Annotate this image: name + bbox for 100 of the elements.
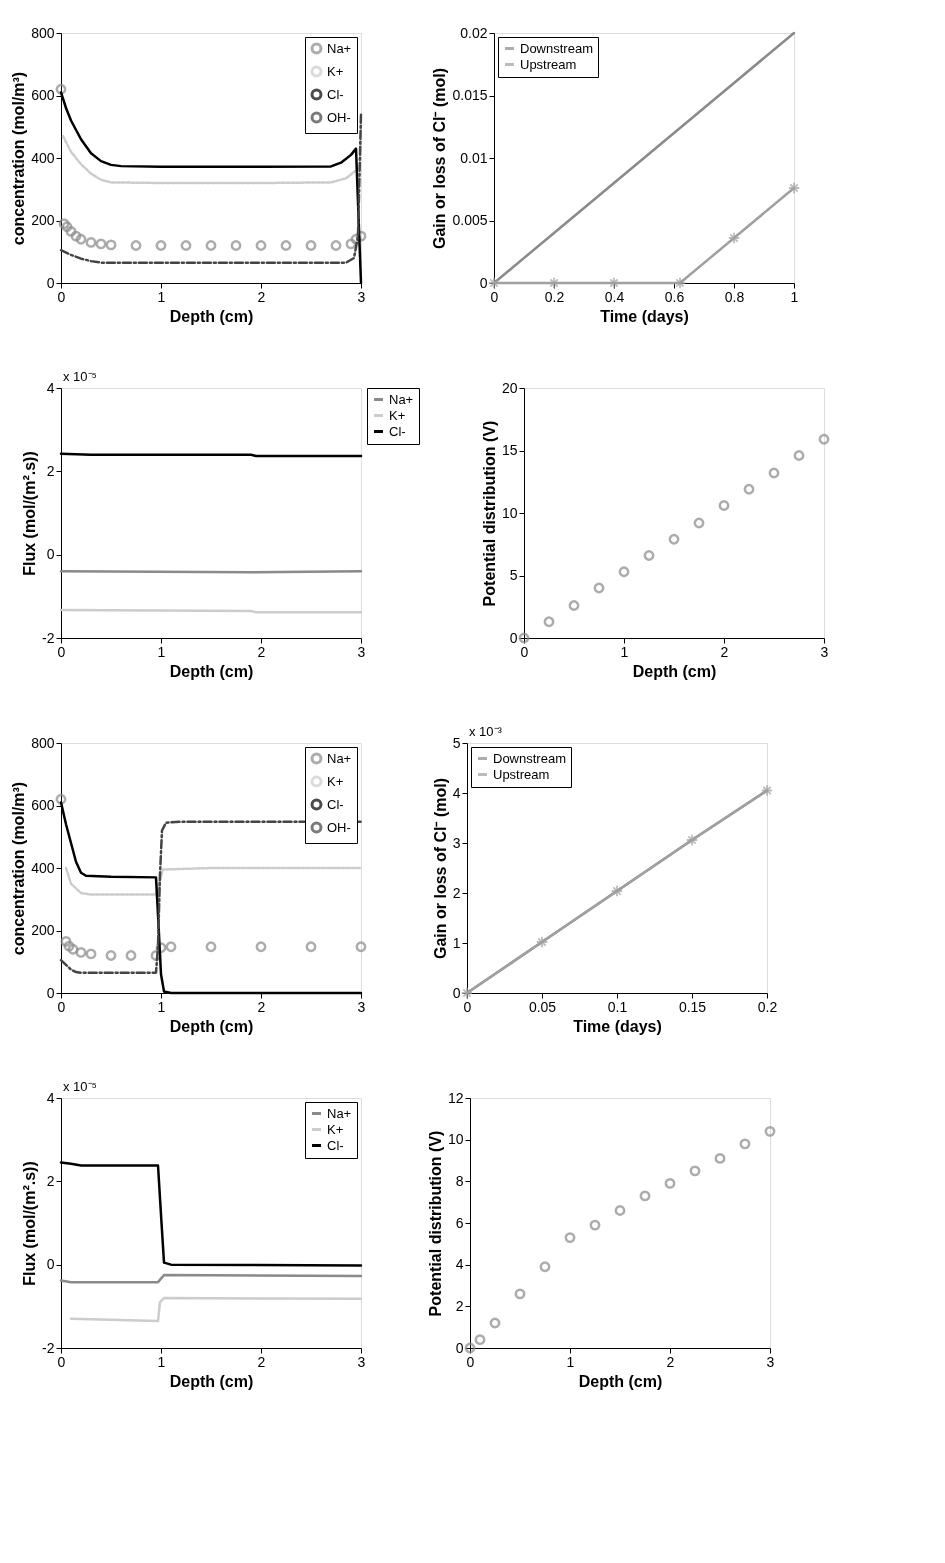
x-tick-label: 0.15: [678, 998, 707, 1015]
legend-label: K+: [389, 407, 406, 423]
x-tick-label: 2: [666, 1353, 675, 1370]
y-axis-title: Gain or loss of Cl⁻ (mol): [431, 67, 449, 250]
y-tick-label: 0: [452, 984, 461, 1001]
x-axis-title: Depth (cm): [169, 307, 254, 325]
y-axis-title: Gain or loss of Cl⁻ (mol): [431, 777, 449, 960]
legend-label: Na+: [327, 750, 352, 766]
y-tick-label: 12: [447, 1089, 464, 1106]
x-tick-label: 0.05: [528, 998, 557, 1015]
y-tick-label: 2: [455, 1297, 464, 1314]
y-axis-title: Flux (mol/(m².s)): [21, 451, 39, 576]
y-tick-label: 0.02: [460, 24, 488, 41]
y-tick-label: 1: [452, 934, 461, 951]
y-tick-label: 0: [46, 1256, 55, 1273]
y-tick-label: 5: [452, 734, 461, 751]
y-axis-title: Potential distribution (V): [480, 420, 498, 607]
x-tick-label: 0.6: [664, 288, 685, 305]
y-tick-label: 4: [46, 379, 55, 396]
x-tick-label: 1: [157, 1353, 166, 1370]
y-tick-label: 0.015: [452, 87, 488, 103]
x-tick-label: 3: [357, 288, 366, 305]
y-tick-label: -2: [42, 629, 55, 646]
y-tick-label: -2: [42, 1339, 55, 1356]
x-tick-label: 1: [620, 643, 629, 660]
x-axis-title: Depth (cm): [632, 662, 717, 680]
y-tick-label: 200: [31, 922, 55, 938]
x-tick-label: 1: [157, 288, 166, 305]
y-tick-label: 20: [501, 379, 518, 396]
y-tick-label: 15: [501, 442, 518, 458]
x-tick-label: 2: [257, 998, 266, 1015]
x-tick-label: 2: [720, 643, 729, 660]
legend-label: Upstream: [520, 56, 577, 72]
y-tick-label: 800: [31, 734, 55, 751]
legend-label: Cl-: [327, 1137, 344, 1153]
legend-label: K+: [327, 1121, 344, 1137]
y-axis-title: concentration (mol/m³): [10, 71, 28, 246]
y-tick-label: 10: [501, 504, 518, 521]
legend-label: OH-: [327, 819, 351, 835]
x-tick-label: 1: [157, 643, 166, 660]
y-tick-label: 6: [455, 1214, 464, 1231]
x-tick-label: 3: [357, 1353, 366, 1370]
legend-label: Upstream: [493, 766, 550, 782]
y-tick-label: 200: [31, 212, 55, 228]
x-tick-label: 3: [357, 643, 366, 660]
y-tick-label: 0.005: [452, 212, 488, 228]
x-tick-label: 3: [357, 998, 366, 1015]
x-tick-label: 0.1: [607, 998, 628, 1015]
text: x 10⁻³: [469, 724, 503, 739]
y-tick-label: 4: [455, 1256, 464, 1273]
x-tick-label: 2: [257, 288, 266, 305]
y-axis-title: concentration (mol/m³): [10, 781, 28, 956]
x-axis-title: Depth (cm): [578, 1372, 663, 1390]
text: x 10⁻⁵: [63, 1079, 97, 1094]
x-axis-title: Time (days): [600, 307, 689, 325]
y-tick-label: 2: [46, 1172, 55, 1189]
y-axis-title: Flux (mol/(m².s)): [21, 1161, 39, 1286]
x-tick-label: 0: [520, 643, 529, 660]
x-tick-label: 0.2: [544, 288, 565, 305]
x-tick-label: 0: [57, 288, 66, 305]
x-tick-label: 3: [820, 643, 829, 660]
x-axis-title: Depth (cm): [169, 1017, 254, 1035]
legend-label: K+: [327, 773, 344, 789]
y-tick-label: 4: [452, 784, 461, 801]
y-tick-label: 0: [46, 274, 55, 291]
y-tick-label: 400: [31, 149, 55, 166]
y-tick-label: 800: [31, 24, 55, 41]
x-tick-label: 0: [57, 1353, 66, 1370]
y-tick-label: 0: [455, 1339, 464, 1356]
x-tick-label: 0.8: [724, 288, 745, 305]
x-tick-label: 2: [257, 1353, 266, 1370]
x-tick-label: 0: [57, 643, 66, 660]
y-tick-label: 400: [31, 859, 55, 876]
x-tick-label: 0.4: [604, 288, 625, 305]
x-tick-label: 0.2: [757, 998, 778, 1015]
y-tick-label: 4: [46, 1089, 55, 1106]
legend-label: Cl-: [327, 86, 344, 102]
x-tick-label: 1: [566, 1353, 575, 1370]
x-tick-label: 1: [157, 998, 166, 1015]
legend-label: Na+: [327, 1105, 352, 1121]
y-tick-label: 0: [509, 629, 518, 646]
y-tick-label: 0.01: [460, 149, 488, 166]
x-tick-label: 3: [766, 1353, 775, 1370]
legend-label: Downstream: [493, 750, 566, 766]
x-tick-label: 0: [57, 998, 66, 1015]
y-tick-label: 600: [31, 87, 55, 103]
y-tick-label: 3: [452, 834, 461, 851]
legend-label: Na+: [327, 40, 352, 56]
y-axis-title: Potential distribution (V): [426, 1130, 444, 1317]
legend-label: OH-: [327, 109, 351, 125]
y-tick-label: 0: [46, 546, 55, 563]
y-tick-label: 600: [31, 797, 55, 813]
text: x 10⁻⁵: [63, 369, 97, 384]
y-tick-label: 0: [479, 274, 488, 291]
x-axis-title: Depth (cm): [169, 662, 254, 680]
y-tick-label: 10: [447, 1131, 464, 1148]
y-tick-label: 2: [452, 884, 461, 901]
legend-label: Cl-: [327, 796, 344, 812]
y-tick-label: 0: [46, 984, 55, 1001]
y-tick-label: 5: [509, 567, 518, 583]
